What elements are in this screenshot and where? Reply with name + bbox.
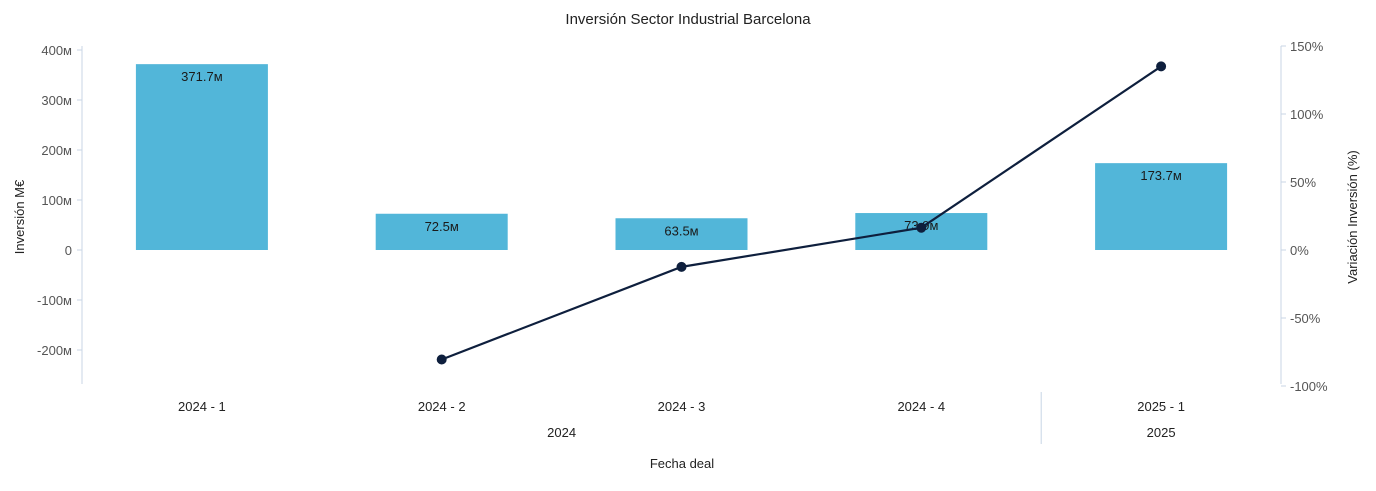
x-tick-label: 2024 - 3 xyxy=(658,399,706,414)
y-tick-label: 300м xyxy=(41,93,72,108)
y-axis-left: 400м 300м 200м 100м 0 -100м -200м xyxy=(37,43,83,384)
y2-tick-label: 100% xyxy=(1290,107,1324,122)
y2-tick-label: 50% xyxy=(1290,175,1316,190)
bar-data-label: 371.7м xyxy=(181,69,223,84)
line-point xyxy=(1156,61,1167,72)
x-group-label: 2025 xyxy=(1147,425,1176,440)
line-series xyxy=(436,61,1167,365)
bar xyxy=(375,213,508,250)
x-group-label: 2024 xyxy=(547,425,576,440)
y-tick-label: -100м xyxy=(37,293,72,308)
y-axis-right: 150% 100% 50% 0% -50% -100% xyxy=(1280,39,1328,394)
bar-series xyxy=(135,64,1228,251)
x-tick-label: 2024 - 1 xyxy=(178,399,226,414)
y-tick-label: 100м xyxy=(41,193,72,208)
bar xyxy=(135,64,268,251)
y2-tick-label: 0% xyxy=(1290,243,1309,258)
x-tick-label: 2024 - 2 xyxy=(418,399,466,414)
y-tick-label: 0 xyxy=(65,243,72,258)
x-tick-label: 2025 - 1 xyxy=(1137,399,1185,414)
line-point xyxy=(916,222,927,233)
x-tick-label: 2024 - 4 xyxy=(897,399,945,414)
bar xyxy=(1095,163,1228,250)
chart-title: Inversión Sector Industrial Barcelona xyxy=(565,11,811,28)
y-tick-label: 400м xyxy=(41,43,72,58)
y2-axis-title: Variación Inversión (%) xyxy=(1345,150,1360,283)
y2-tick-label: -100% xyxy=(1290,379,1328,394)
bar-data-label: 63.5м xyxy=(664,223,698,238)
line-point xyxy=(436,354,447,365)
bar-data-label: 173.7м xyxy=(1140,168,1182,183)
y2-tick-label: -50% xyxy=(1290,311,1321,326)
y-tick-label: -200м xyxy=(37,343,72,358)
line-point xyxy=(676,261,687,272)
y2-tick-label: 150% xyxy=(1290,39,1324,54)
bar xyxy=(615,218,748,250)
bar-data-label: 72.5м xyxy=(425,219,459,234)
line-path xyxy=(441,65,1162,361)
y-tick-label: 200м xyxy=(41,143,72,158)
x-axis: 2024 - 1 2024 - 2 2024 - 3 2024 - 4 2025 - 1… xyxy=(178,392,1185,444)
x-axis-title: Fecha deal xyxy=(650,456,714,471)
y-axis-title: Inversión M€ xyxy=(12,179,27,254)
